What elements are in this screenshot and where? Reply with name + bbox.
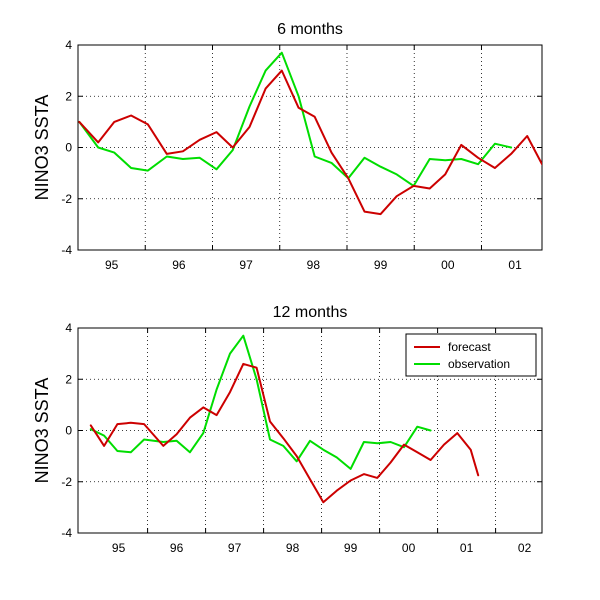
series-line-observation xyxy=(89,334,432,470)
x-tick-label: 95 xyxy=(105,258,119,272)
y-axis-label: NINO3 SSTA xyxy=(32,378,52,484)
chart-title: 12 months xyxy=(273,304,348,321)
series-line-observation xyxy=(78,51,513,187)
x-tick-label: 99 xyxy=(374,258,388,272)
y-tick-label: -4 xyxy=(61,243,72,257)
legend-box xyxy=(405,333,537,377)
x-tick-label: 95 xyxy=(112,541,126,555)
y-tick-label: -2 xyxy=(61,475,72,489)
x-tick-label: 97 xyxy=(239,258,253,272)
x-tick-label: 01 xyxy=(460,541,474,555)
chart-title: 6 months xyxy=(277,21,343,38)
legend-label-forecast: forecast xyxy=(448,340,491,354)
x-tick-label: 96 xyxy=(170,541,184,555)
x-tick-label: 00 xyxy=(402,541,416,555)
y-axis-label: NINO3 SSTA xyxy=(32,95,52,201)
y-tick-label: -4 xyxy=(61,526,72,540)
x-tick-label: 96 xyxy=(172,258,186,272)
x-tick-label: 98 xyxy=(286,541,300,555)
y-tick-label: 4 xyxy=(65,321,72,335)
x-tick-label: 01 xyxy=(508,258,522,272)
legend: forecast observation xyxy=(405,333,537,377)
y-tick-label: 2 xyxy=(65,372,72,386)
x-tick-label: 99 xyxy=(344,541,358,555)
series-line-forecast xyxy=(78,69,542,216)
y-tick-label: -2 xyxy=(61,192,72,206)
legend-label-observation: observation xyxy=(448,357,510,371)
panel-6-months: -4 -2 0 2 4 95 96 97 98 99 00 01 6 months NINO3 SSTA xyxy=(32,21,543,272)
x-tick-label: 00 xyxy=(441,258,455,272)
x-tick-label: 97 xyxy=(228,541,242,555)
y-tick-label: 0 xyxy=(65,424,72,438)
y-tick-label: 2 xyxy=(65,89,72,103)
y-tick-label: 4 xyxy=(65,38,72,52)
x-tick-label: 02 xyxy=(518,541,532,555)
series-line-forecast xyxy=(89,362,480,504)
x-tick-label: 98 xyxy=(307,258,321,272)
y-tick-label: 0 xyxy=(65,141,72,155)
